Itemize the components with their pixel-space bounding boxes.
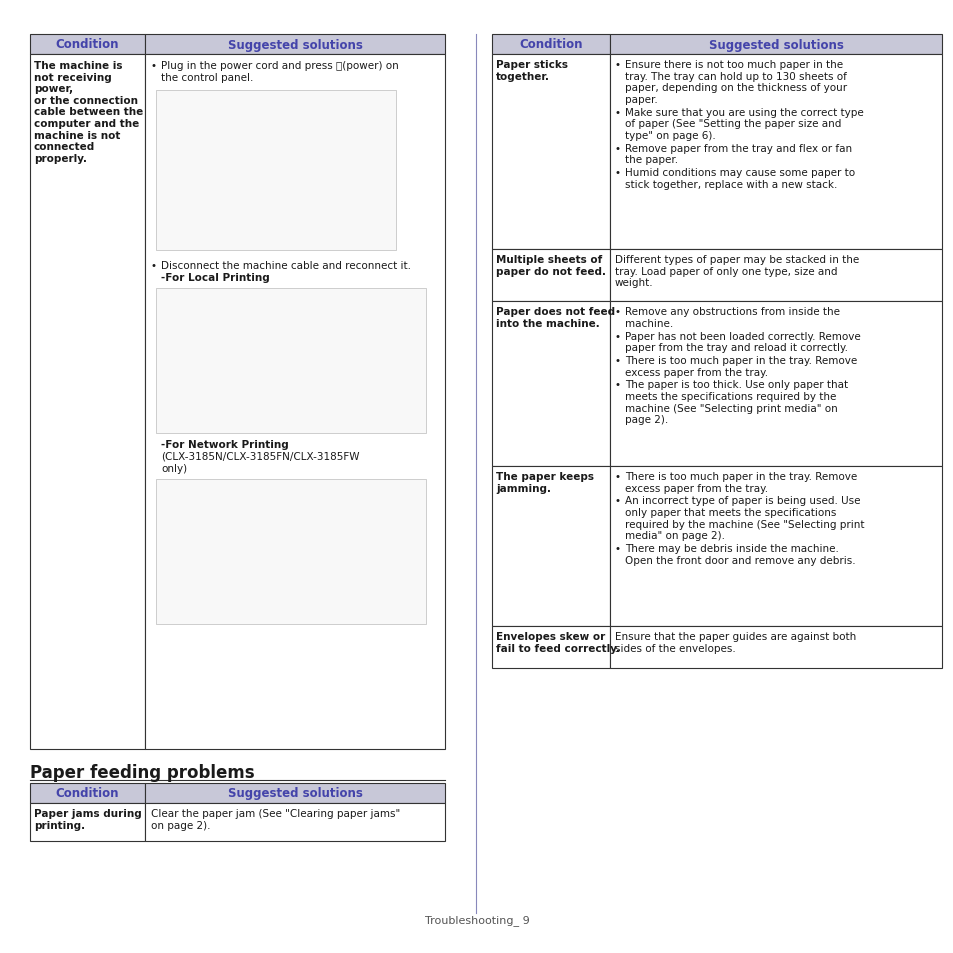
Text: only): only)	[161, 463, 187, 474]
Bar	[609, 35, 941, 55]
Text: Paper does not feed
into the machine.: Paper does not feed into the machine.	[496, 307, 615, 328]
Text: The paper keeps
jamming.: The paper keeps jamming.	[496, 472, 594, 493]
Text: Ensure there is not too much paper in the
tray. The tray can hold up to 130 shee: Ensure there is not too much paper in th…	[624, 60, 846, 105]
Text: the control panel.: the control panel.	[161, 73, 253, 83]
Text: (CLX-3185N/CLX-3185FN/CLX-3185FW: (CLX-3185N/CLX-3185FN/CLX-3185FW	[161, 452, 359, 461]
Text: Clear the paper jam (See "Clearing paper jams"
on page 2).: Clear the paper jam (See "Clearing paper…	[151, 808, 400, 830]
Bar	[145, 803, 444, 841]
Bar	[609, 250, 941, 302]
Bar	[156, 91, 395, 251]
Bar	[145, 55, 444, 749]
Text: An incorrect type of paper is being used. Use
only paper that meets the specific: An incorrect type of paper is being used…	[624, 496, 863, 540]
Text: Different types of paper may be stacked in the
tray. Load paper of only one type: Different types of paper may be stacked …	[615, 254, 859, 288]
Text: Suggested solutions: Suggested solutions	[708, 38, 842, 51]
Text: The paper is too thick. Use only paper that
meets the specifications required by: The paper is too thick. Use only paper t…	[624, 380, 847, 425]
Text: Troubleshooting_ 9: Troubleshooting_ 9	[424, 914, 529, 925]
Bar	[156, 289, 426, 434]
Text: There is too much paper in the tray. Remove
excess paper from the tray.: There is too much paper in the tray. Rem…	[624, 355, 857, 377]
Text: Condition: Condition	[55, 38, 119, 51]
Text: Suggested solutions: Suggested solutions	[228, 38, 362, 51]
Bar	[492, 250, 609, 302]
Text: •: •	[615, 60, 620, 70]
Text: •: •	[615, 472, 620, 481]
Text: Paper sticks
together.: Paper sticks together.	[496, 60, 567, 82]
Text: •: •	[615, 143, 620, 153]
Text: Plug in the power cord and press ⓤ(power) on: Plug in the power cord and press ⓤ(power…	[161, 61, 398, 71]
Text: Condition: Condition	[55, 786, 119, 800]
Text: Condition: Condition	[518, 38, 582, 51]
Text: •: •	[615, 380, 620, 390]
Bar	[30, 35, 145, 55]
Text: •: •	[615, 307, 620, 316]
Text: Paper has not been loaded correctly. Remove
paper from the tray and reload it co: Paper has not been loaded correctly. Rem…	[624, 331, 860, 353]
Text: Suggested solutions: Suggested solutions	[228, 786, 362, 800]
Text: •: •	[151, 261, 157, 271]
Text: There may be debris inside the machine.
Open the front door and remove any debri: There may be debris inside the machine. …	[624, 543, 855, 565]
Bar	[30, 783, 145, 803]
Text: •: •	[615, 168, 620, 178]
Text: Ensure that the paper guides are against both
sides of the envelopes.: Ensure that the paper guides are against…	[615, 631, 856, 653]
Text: •: •	[615, 108, 620, 117]
Bar	[609, 467, 941, 626]
Bar	[156, 479, 426, 624]
Bar	[145, 783, 444, 803]
Text: The machine is
not receiving
power,
or the connection
cable between the
computer: The machine is not receiving power, or t…	[34, 61, 143, 164]
Bar	[492, 35, 609, 55]
Text: Multiple sheets of
paper do not feed.: Multiple sheets of paper do not feed.	[496, 254, 605, 276]
Text: •: •	[615, 331, 620, 341]
Bar	[492, 55, 609, 250]
Bar	[30, 803, 145, 841]
Text: Disconnect the machine cable and reconnect it.: Disconnect the machine cable and reconne…	[161, 261, 411, 271]
Text: Humid conditions may cause some paper to
stick together, replace with a new stac: Humid conditions may cause some paper to…	[624, 168, 854, 190]
Text: Remove any obstructions from inside the
machine.: Remove any obstructions from inside the …	[624, 307, 840, 328]
Text: Paper feeding problems: Paper feeding problems	[30, 763, 254, 781]
Text: Remove paper from the tray and flex or fan
the paper.: Remove paper from the tray and flex or f…	[624, 143, 851, 165]
Text: •: •	[151, 61, 157, 71]
Text: •: •	[615, 355, 620, 366]
Bar	[609, 626, 941, 668]
Bar	[609, 302, 941, 467]
Text: •: •	[615, 496, 620, 506]
Text: -For Local Printing: -For Local Printing	[161, 273, 270, 283]
Text: •: •	[615, 543, 620, 554]
Text: Paper jams during
printing.: Paper jams during printing.	[34, 808, 142, 830]
Text: Make sure that you are using the correct type
of paper (See "Setting the paper s: Make sure that you are using the correct…	[624, 108, 862, 140]
Bar	[609, 55, 941, 250]
Text: There is too much paper in the tray. Remove
excess paper from the tray.: There is too much paper in the tray. Rem…	[624, 472, 857, 493]
Bar	[492, 467, 609, 626]
Bar	[492, 626, 609, 668]
Bar	[492, 302, 609, 467]
Text: -For Network Printing: -For Network Printing	[161, 439, 289, 450]
Text: Envelopes skew or
fail to feed correctly.: Envelopes skew or fail to feed correctly…	[496, 631, 619, 653]
Bar	[145, 35, 444, 55]
Bar	[30, 55, 145, 749]
